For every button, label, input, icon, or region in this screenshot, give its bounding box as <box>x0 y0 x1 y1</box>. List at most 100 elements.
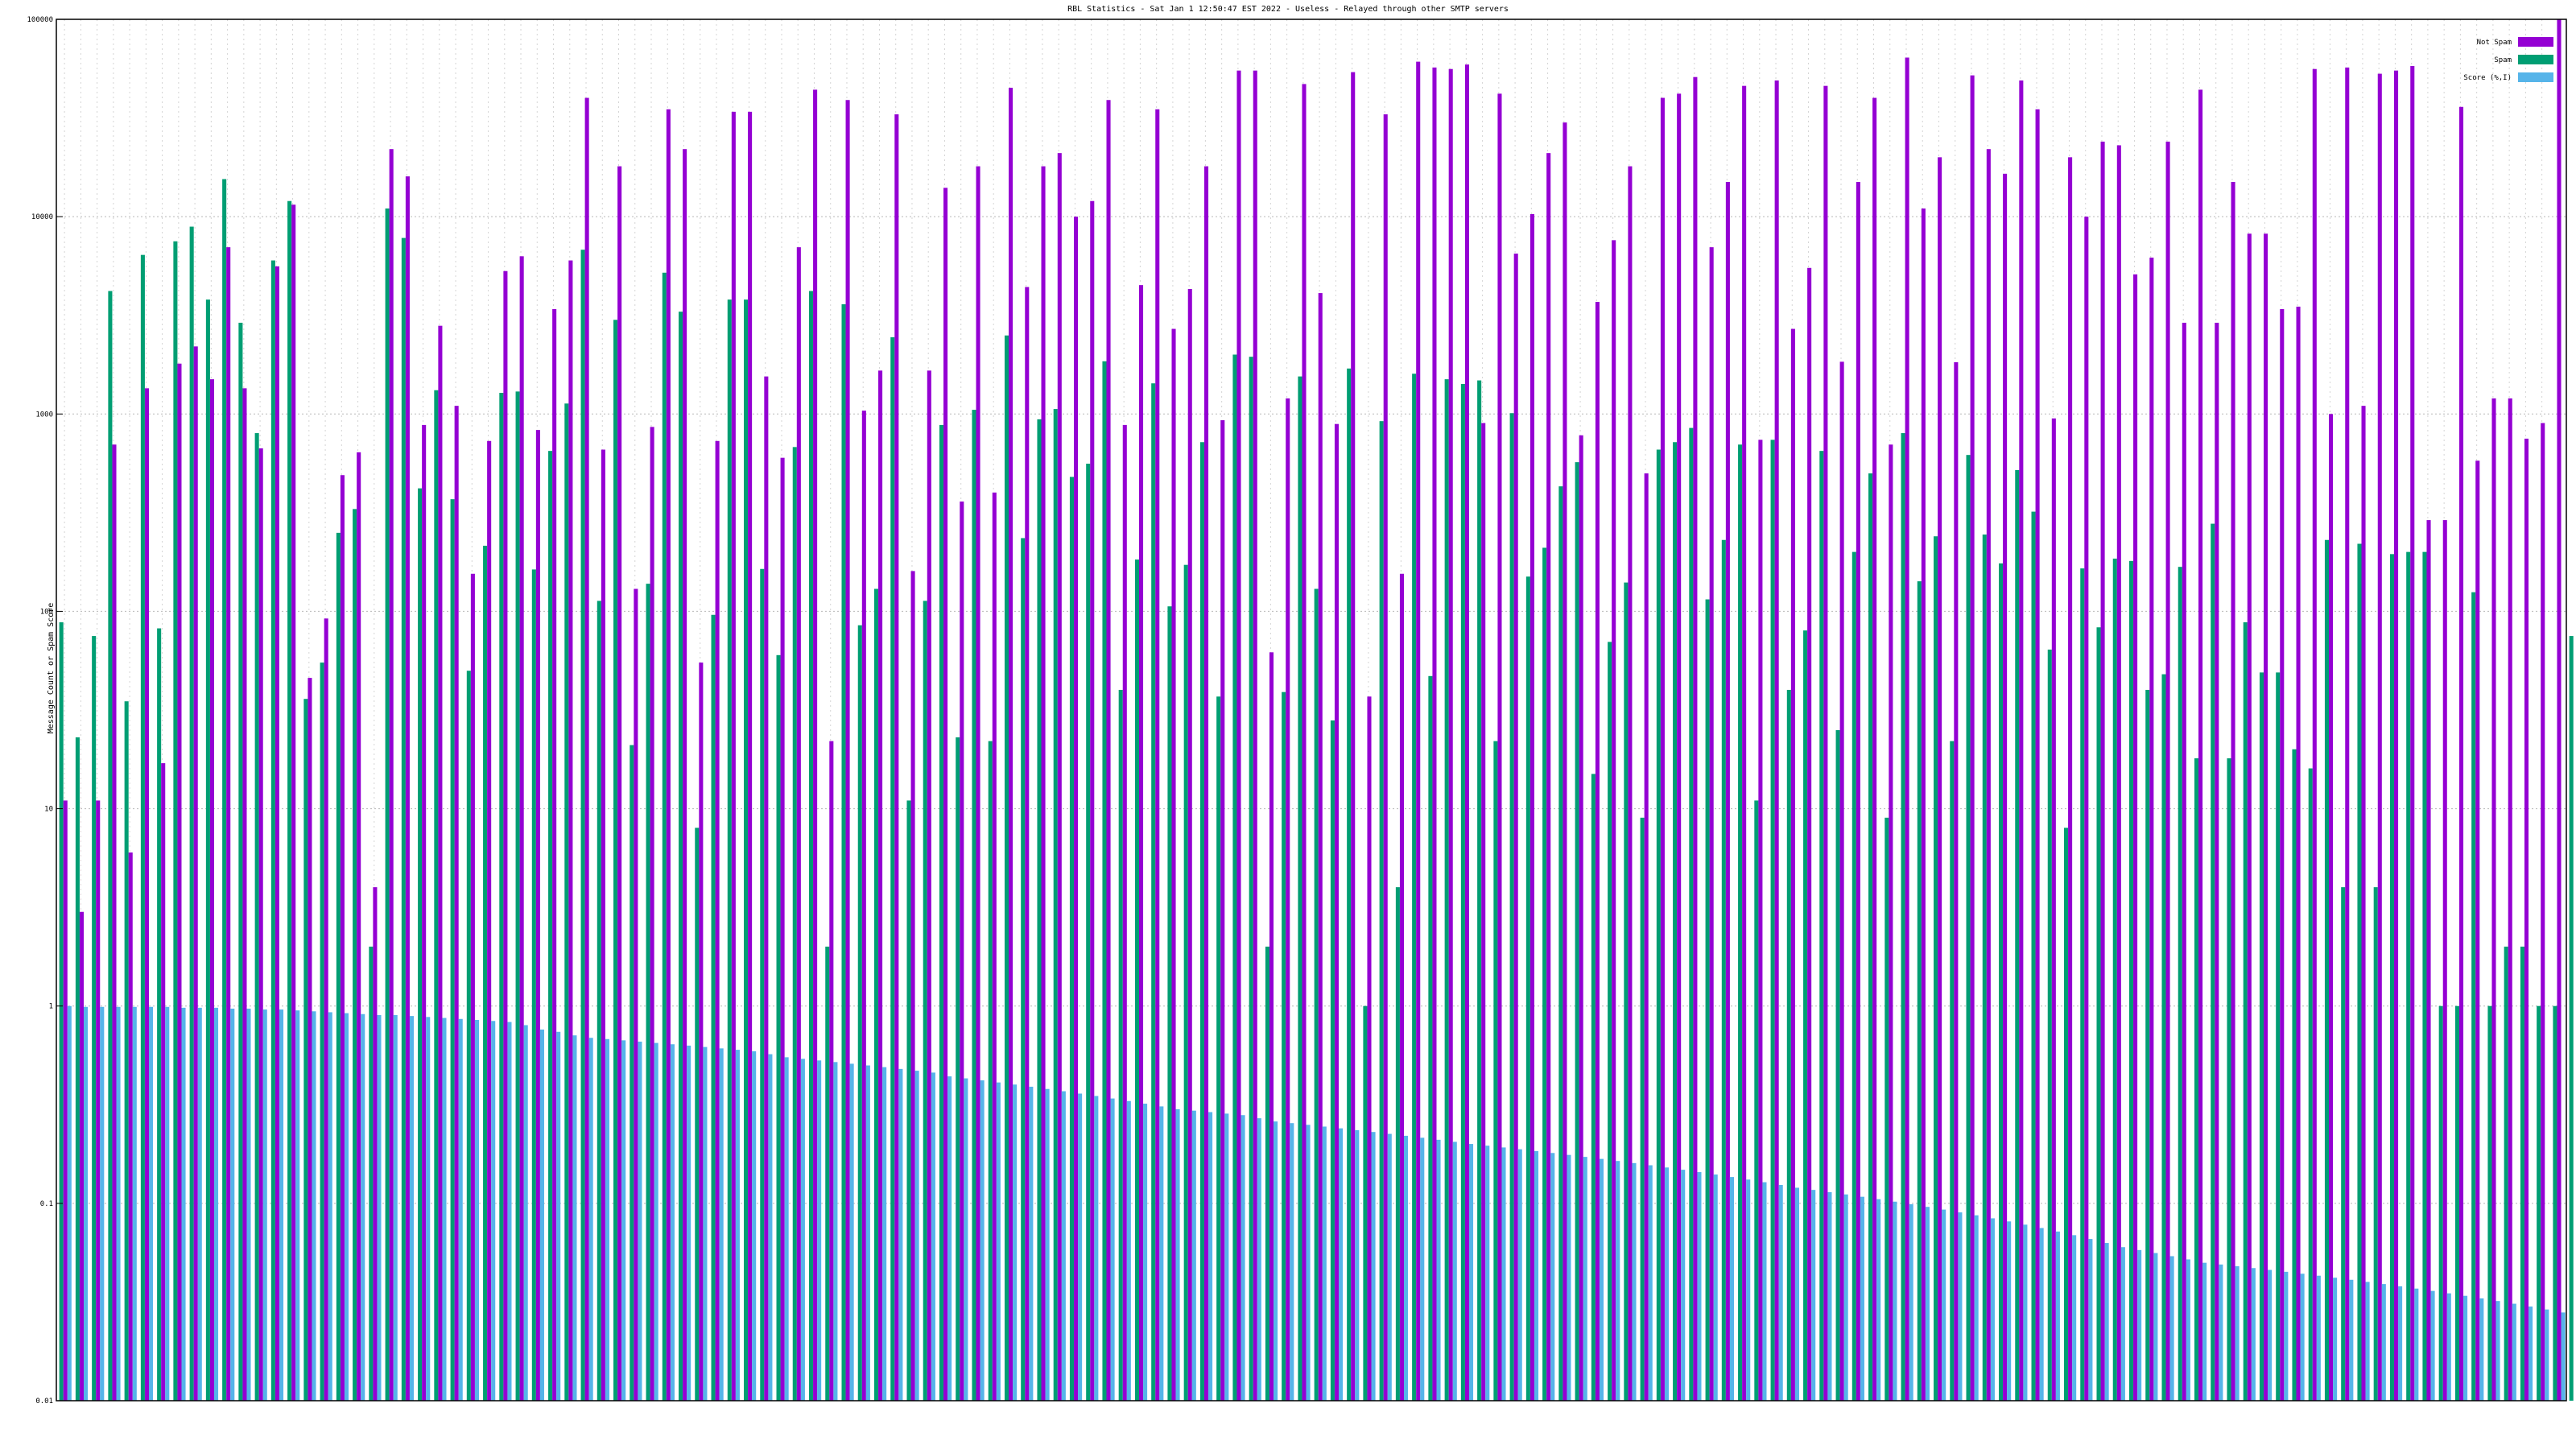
bar-score-i <box>1013 1084 1018 1401</box>
bar-score-i <box>2023 1224 2028 1401</box>
bar-spam <box>92 636 97 1401</box>
bar-not-spam <box>552 309 557 1401</box>
bar-not-spam <box>1921 208 1926 1401</box>
bar-spam <box>2471 592 2476 1401</box>
bar-not-spam <box>1546 153 1551 1401</box>
bar-score-i <box>1452 1141 1457 1401</box>
bar-not-spam <box>1416 61 1421 1402</box>
bar-not-spam <box>617 166 622 1401</box>
bar-not-spam <box>1530 214 1534 1401</box>
bar-score-i <box>1827 1191 1832 1401</box>
bar-score-i <box>2284 1271 2289 1401</box>
bar-score-i <box>312 1011 316 1401</box>
bar-not-spam <box>535 430 540 1401</box>
bar-not-spam <box>584 97 589 1401</box>
bar-not-spam <box>2215 322 2219 1402</box>
bar-spam <box>531 569 536 1402</box>
bar-spam <box>1298 376 1302 1401</box>
bar-score-i <box>621 1040 626 1401</box>
bar-score-i <box>2072 1235 2077 1401</box>
bar-not-spam <box>1823 85 1828 1401</box>
bar-score-i <box>784 1057 789 1401</box>
bar-spam <box>303 699 308 1401</box>
bar-not-spam <box>389 149 394 1402</box>
bar-not-spam <box>1970 75 1975 1402</box>
bar-not-spam <box>2312 68 2317 1402</box>
bar-spam <box>1901 433 1905 1401</box>
bar-not-spam <box>1367 696 1372 1401</box>
bar-spam <box>630 745 634 1401</box>
bar-spam <box>1232 354 1237 1401</box>
bar-spam <box>2031 511 2036 1401</box>
bar-spam <box>1754 800 1759 1401</box>
bar-not-spam <box>308 678 312 1401</box>
bar-score-i <box>116 1006 121 1401</box>
bar-not-spam <box>1986 149 1991 1402</box>
bar-not-spam <box>1612 240 1616 1401</box>
bar-spam <box>1282 691 1286 1401</box>
bar-score-i <box>1860 1196 1864 1401</box>
bar-not-spam <box>1253 70 1257 1401</box>
bar-spam <box>548 451 553 1401</box>
bar-not-spam <box>438 325 443 1401</box>
bar-score-i <box>458 1018 463 1401</box>
bar-spam <box>1950 741 1955 1401</box>
bar-spam <box>2373 887 2378 1401</box>
bar-score-i <box>2202 1262 2207 1401</box>
bar-spam <box>1004 335 1009 1402</box>
bar-spam <box>695 828 700 1401</box>
bar-not-spam <box>193 346 198 1402</box>
bar-score-i <box>2496 1301 2500 1401</box>
bar-score-i <box>914 1071 919 1401</box>
bar-score-i <box>670 1044 675 1401</box>
bar-not-spam <box>1497 93 1502 1402</box>
bar-not-spam <box>487 440 492 1401</box>
bar-score-i <box>2333 1278 2338 1401</box>
bar-spam <box>792 447 797 1401</box>
bar-not-spam <box>79 911 85 1401</box>
bar-spam <box>1069 477 1074 1402</box>
bar-not-spam <box>2377 73 2382 1402</box>
bar-score-i <box>800 1059 805 1401</box>
bar-not-spam <box>2182 322 2186 1402</box>
bar-spam <box>890 336 895 1401</box>
bar-not-spam <box>2051 418 2056 1401</box>
bar-score-i <box>1371 1132 1376 1401</box>
bar-spam <box>1265 946 1269 1401</box>
bar-score-i <box>964 1078 968 1401</box>
bar-not-spam <box>1856 181 1860 1402</box>
bar-spam <box>1460 383 1465 1402</box>
bar-not-spam <box>878 370 883 1402</box>
bar-score-i <box>947 1076 952 1401</box>
bar-spam <box>1640 817 1645 1401</box>
bar-score-i <box>1061 1091 1066 1401</box>
bar-score-i <box>1811 1190 1816 1401</box>
bar-spam <box>2047 649 2052 1401</box>
bar-score-i <box>474 1020 479 1401</box>
bar-score-i <box>295 1010 300 1401</box>
bar-spam <box>499 393 504 1401</box>
bar-not-spam <box>2491 398 2496 1401</box>
bar-score-i <box>84 1006 89 1401</box>
bar-not-spam <box>258 448 263 1402</box>
bar-score-i <box>67 1005 72 1401</box>
bar-not-spam <box>715 440 720 1401</box>
bar-not-spam <box>796 247 801 1401</box>
bar-spam <box>238 322 243 1402</box>
bar-spam <box>2438 1005 2443 1401</box>
bar-spam <box>1249 357 1253 1402</box>
bar-score-i <box>491 1021 496 1401</box>
bar-not-spam <box>1318 293 1323 1401</box>
bar-spam <box>2537 1005 2541 1401</box>
bar-score-i <box>2219 1264 2223 1401</box>
bar-score-i <box>1616 1161 1620 1401</box>
bar-not-spam <box>2084 217 2089 1401</box>
bar-spam <box>2096 627 2101 1401</box>
bar-score-i <box>1290 1123 1294 1401</box>
bar-not-spam <box>1302 84 1307 1401</box>
bar-score-i <box>1191 1110 1196 1401</box>
bar-not-spam <box>1025 287 1030 1401</box>
bar-spam <box>2422 551 2427 1401</box>
bar-score-i <box>1925 1207 1930 1401</box>
bar-not-spam <box>1399 573 1404 1401</box>
